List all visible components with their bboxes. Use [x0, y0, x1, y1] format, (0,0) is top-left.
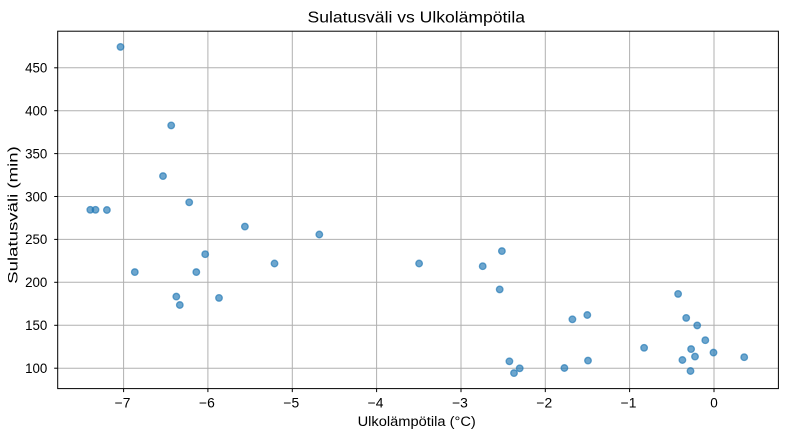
svg-text:Ulkolämpötila (°C): Ulkolämpötila (°C) [358, 414, 476, 429]
svg-text:−6: −6 [199, 396, 215, 411]
svg-text:−2: −2 [536, 396, 552, 411]
svg-text:−7: −7 [115, 396, 131, 411]
svg-text:250: 250 [25, 232, 47, 247]
svg-text:300: 300 [25, 189, 47, 204]
svg-text:450: 450 [25, 61, 47, 76]
svg-text:−1: −1 [621, 396, 637, 411]
svg-text:200: 200 [25, 275, 47, 290]
svg-text:0: 0 [710, 396, 718, 411]
svg-text:−5: −5 [283, 396, 299, 411]
svg-text:−3: −3 [452, 396, 468, 411]
svg-text:400: 400 [25, 104, 47, 119]
svg-text:350: 350 [25, 146, 47, 161]
svg-text:100: 100 [25, 361, 47, 376]
svg-text:Sulatusväli (min): Sulatusväli (min) [6, 146, 21, 284]
svg-text:Sulatusväli vs Ulkolämpötila: Sulatusväli vs Ulkolämpötila [308, 9, 526, 26]
svg-text:−4: −4 [368, 396, 384, 411]
svg-text:150: 150 [25, 318, 47, 333]
